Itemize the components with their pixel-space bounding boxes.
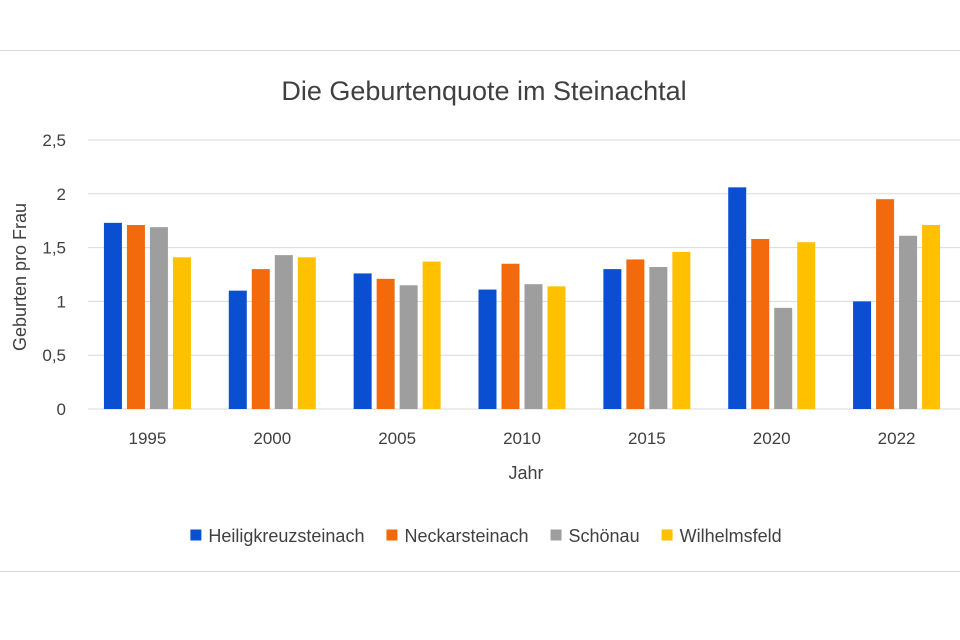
bar-schönau-2022 bbox=[899, 235, 918, 409]
legend-label: Neckarsteinach bbox=[404, 526, 528, 546]
bar-wilhelmsfeld-2000 bbox=[297, 257, 316, 409]
legend-item: Heiligkreuzsteinach bbox=[190, 526, 364, 546]
x-tick-label: 2020 bbox=[753, 429, 791, 448]
bar-heiligkreuzsteinach-2000 bbox=[228, 290, 247, 409]
x-tick-label: 2000 bbox=[253, 429, 291, 448]
legend-item: Neckarsteinach bbox=[386, 526, 529, 546]
bar-schönau-2010 bbox=[524, 284, 543, 409]
bar-heiligkreuzsteinach-1995 bbox=[103, 222, 122, 409]
bar-schönau-2015 bbox=[649, 266, 668, 409]
x-tick-label: 2010 bbox=[503, 429, 541, 448]
bar-wilhelmsfeld-2005 bbox=[422, 261, 441, 409]
bar-neckarsteinach-2015 bbox=[626, 259, 645, 409]
x-tick-label: 1995 bbox=[129, 429, 167, 448]
bar-neckarsteinach-2000 bbox=[251, 269, 270, 409]
bottom-divider bbox=[0, 571, 960, 572]
bar-heiligkreuzsteinach-2020 bbox=[728, 187, 747, 409]
y-axis-ticks: 0 0,5 1 1,5 2 2,5 bbox=[42, 131, 66, 419]
x-tick-label: 2005 bbox=[378, 429, 416, 448]
legend-swatch bbox=[661, 529, 673, 541]
bar-neckarsteinach-2022 bbox=[876, 199, 895, 409]
legend-swatch bbox=[386, 529, 398, 541]
bar-wilhelmsfeld-2020 bbox=[797, 242, 816, 409]
bars bbox=[103, 187, 941, 409]
x-axis-title: Jahr bbox=[508, 463, 543, 483]
bar-heiligkreuzsteinach-2015 bbox=[603, 269, 622, 409]
y-axis-title: Geburten pro Frau bbox=[10, 203, 30, 351]
bar-schönau-2020 bbox=[774, 307, 793, 409]
legend-label: Schönau bbox=[569, 526, 640, 546]
y-tick-label: 1,5 bbox=[42, 239, 66, 258]
legend-label: Heiligkreuzsteinach bbox=[208, 526, 364, 546]
y-tick-label: 2 bbox=[57, 185, 66, 204]
legend-item: Wilhelmsfeld bbox=[661, 526, 782, 546]
bar-wilhelmsfeld-2015 bbox=[672, 251, 691, 409]
bar-heiligkreuzsteinach-2022 bbox=[853, 301, 872, 409]
bar-neckarsteinach-2010 bbox=[501, 263, 520, 409]
bar-schönau-2000 bbox=[274, 255, 293, 409]
bar-wilhelmsfeld-1995 bbox=[172, 257, 191, 409]
bar-neckarsteinach-1995 bbox=[126, 225, 145, 409]
bar-heiligkreuzsteinach-2010 bbox=[478, 289, 497, 409]
bar-heiligkreuzsteinach-2005 bbox=[353, 273, 372, 409]
gridlines bbox=[88, 139, 960, 410]
bar-wilhelmsfeld-2022 bbox=[922, 225, 941, 409]
legend-swatch bbox=[190, 529, 202, 541]
legend-swatch bbox=[550, 529, 562, 541]
chart-title: Die Geburtenquote im Steinachtal bbox=[281, 76, 686, 106]
top-divider bbox=[0, 50, 960, 51]
x-axis-ticks: 1995 2000 2005 2010 2015 2020 2022 bbox=[129, 429, 916, 448]
bar-neckarsteinach-2005 bbox=[376, 278, 395, 409]
y-tick-label: 0 bbox=[57, 400, 66, 419]
x-tick-label: 2022 bbox=[878, 429, 916, 448]
legend-label: Wilhelmsfeld bbox=[680, 526, 782, 546]
bar-neckarsteinach-2020 bbox=[751, 238, 770, 409]
bar-wilhelmsfeld-2010 bbox=[547, 286, 566, 409]
bar-schönau-2005 bbox=[399, 285, 418, 409]
x-tick-label: 2015 bbox=[628, 429, 666, 448]
y-tick-label: 1 bbox=[57, 292, 66, 311]
legend: Heiligkreuzsteinach Neckarsteinach Schönau… bbox=[190, 526, 782, 546]
y-tick-label: 0,5 bbox=[42, 346, 66, 365]
bar-schönau-1995 bbox=[149, 227, 168, 409]
y-tick-label: 2,5 bbox=[42, 131, 66, 150]
legend-item: Schönau bbox=[550, 526, 640, 546]
